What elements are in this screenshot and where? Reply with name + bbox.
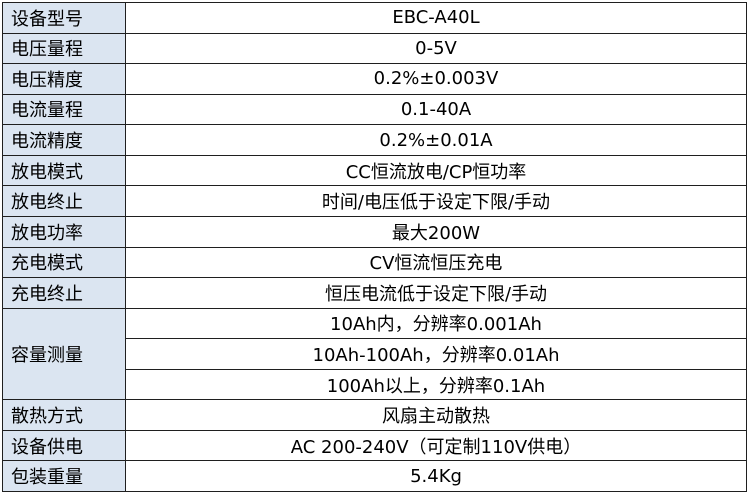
row-value: 0-5V [125, 32, 747, 65]
row-value: 风扇主动散热 [125, 399, 747, 431]
row-value: EBC-A40L [125, 2, 747, 34]
row-value: CC恒流放电/CP恒功率 [125, 154, 747, 187]
row-label: 电压精度 [2, 63, 126, 95]
table-row: 散热方式 风扇主动散热 [2, 399, 747, 431]
table-row: 设备供电 AC 200-240V（可定制110V供电） [2, 429, 747, 462]
row-label: 充电终止 [2, 277, 126, 309]
row-label: 容量测量 [2, 307, 126, 401]
row-value: 100Ah以上，分辨率0.1Ah [125, 368, 747, 401]
table-row: 容量测量 10Ah内，分辨率0.001Ah [2, 307, 747, 401]
table-row: 10Ah-100Ah，分辨率0.01Ah [3, 338, 747, 370]
row-value: 0.2%±0.01A [125, 124, 747, 156]
row-value: 10Ah-100Ah，分辨率0.01Ah [125, 338, 747, 370]
table-row: 电流精度 0.2%±0.01A [2, 124, 747, 156]
table-row: 电压精度 0.2%±0.003V [2, 63, 747, 95]
row-value: 0.2%±0.003V [125, 63, 747, 95]
row-label: 散热方式 [2, 399, 126, 431]
row-label: 电流量程 [2, 93, 126, 126]
row-label: 设备供电 [2, 429, 126, 462]
row-value: 最大200W [125, 215, 747, 248]
table-row: 充电模式 CV恒流恒压充电 [2, 246, 747, 279]
table-row: 100Ah以上，分辨率0.1Ah [3, 368, 747, 401]
row-label: 充电模式 [2, 246, 126, 279]
table-row: 电流量程 0.1-40A [2, 93, 747, 126]
table-row: 电压量程 0-5V [2, 32, 747, 65]
row-label: 放电功率 [2, 215, 126, 248]
table-row: 放电模式 CC恒流放电/CP恒功率 [2, 154, 747, 187]
row-value: AC 200-240V（可定制110V供电） [125, 429, 747, 462]
row-value: 5.4Kg [125, 460, 747, 492]
row-value: 时间/电压低于设定下限/手动 [125, 185, 747, 217]
table-row: 放电终止 时间/电压低于设定下限/手动 [2, 185, 747, 217]
row-label: 放电终止 [2, 185, 126, 217]
row-label: 包装重量 [2, 460, 126, 492]
row-value: CV恒流恒压充电 [125, 246, 747, 279]
row-value: 10Ah内，分辨率0.001Ah [125, 307, 747, 340]
row-label: 设备型号 [2, 2, 126, 34]
table-row: 包装重量 5.4Kg [2, 460, 747, 492]
table-row: 放电功率 最大200W [2, 215, 747, 248]
row-label: 电流精度 [2, 124, 126, 156]
table-row: 设备型号 EBC-A40L [2, 2, 747, 34]
row-label: 电压量程 [2, 32, 126, 65]
row-value: 恒压电流低于设定下限/手动 [125, 277, 747, 309]
table-row: 充电终止 恒压电流低于设定下限/手动 [2, 277, 747, 309]
row-label: 放电模式 [2, 154, 126, 187]
row-value: 0.1-40A [125, 93, 747, 126]
